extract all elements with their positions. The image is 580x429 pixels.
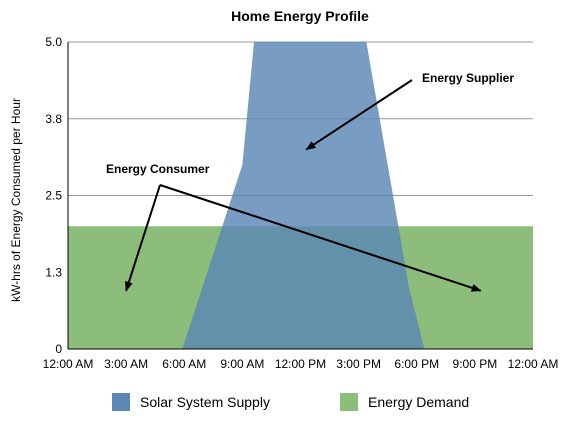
plot-areas [68,42,533,349]
y-tick-label: 0 [55,342,62,356]
legend-item-energy-demand: Energy Demand [340,393,469,411]
y-tick-label: 5.0 [45,35,62,49]
y-tick-label: 2.5 [45,189,62,203]
y-tick-label: 1.3 [45,265,62,279]
x-tick-label: 6:00 AM [162,357,206,371]
legend-label-demand: Energy Demand [368,394,470,410]
x-tick-label: 9:00 AM [220,357,264,371]
x-tick-label: 12:00 AM [43,357,94,371]
arrow-energy-supplier [305,79,413,151]
area-solar-supply [182,42,425,349]
x-tick-label: 12:00 PM [275,357,326,371]
legend-label-solar: Solar System Supply [140,394,270,410]
annotation-energy-supplier: Energy Supplier [422,71,514,85]
arrow-energy-consumer [159,184,482,292]
y-tick-label: 3.8 [45,112,62,126]
legend: Solar System Supply Energy Demand [0,393,580,419]
legend-swatch-demand [340,393,358,411]
chart-title: Home Energy Profile [231,8,369,24]
x-tick-label: 6:00 PM [394,357,439,371]
legend-item-solar-supply: Solar System Supply [112,393,270,411]
annotation-energy-consumer: Energy Consumer [106,162,210,176]
legend-swatch-solar [112,393,130,411]
x-tick-label: 3:00 PM [336,357,381,371]
x-tick-label: 3:00 AM [104,357,148,371]
arrow-energy-consumer [125,184,161,292]
y-axis-label: kW-hrs of Energy Consumed per Hour [9,98,23,302]
annotations: Energy Supplier Energy Consumer [106,71,514,292]
axes: 0 1.3 2.5 3.8 5.0 12:00 AM 3:00 AM 6:00 AM 9:00 … [43,35,559,371]
x-tick-label: 12:00 AM [508,357,559,371]
x-tick-label: 9:00 PM [453,357,498,371]
